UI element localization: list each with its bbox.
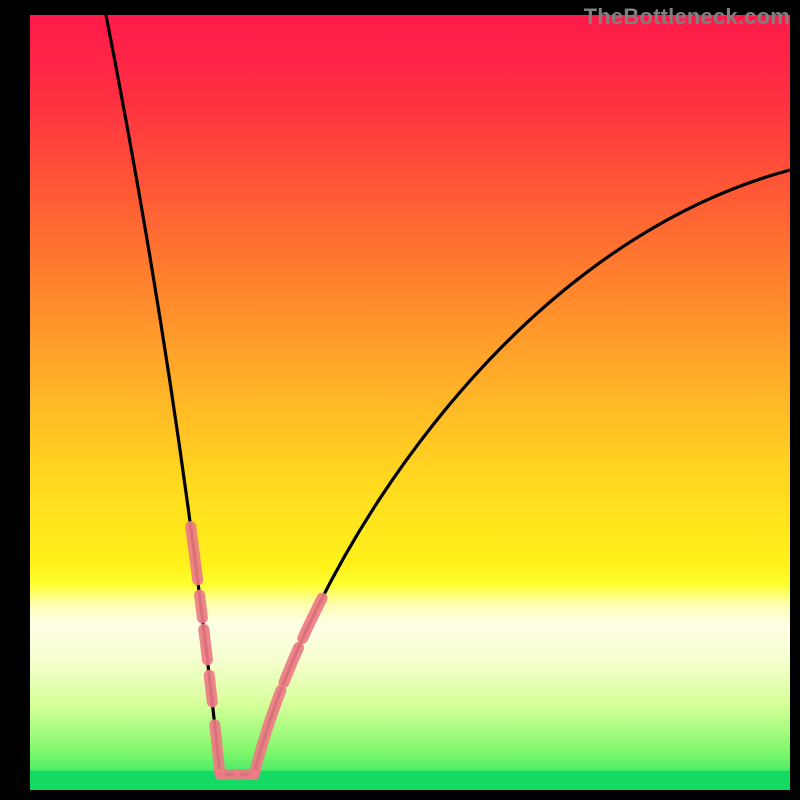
overlay-left-1 xyxy=(200,595,203,618)
gradient-background xyxy=(30,15,790,790)
overlay-left-3 xyxy=(209,675,212,702)
overlay-left-0 xyxy=(191,527,198,580)
watermark-text: TheBottleneck.com xyxy=(584,4,790,30)
overlay-left-4 xyxy=(215,725,220,775)
plot-area xyxy=(30,15,790,790)
chart-svg xyxy=(30,15,790,790)
green-band xyxy=(30,771,790,790)
chart-frame: TheBottleneck.com xyxy=(0,0,800,800)
overlay-left-2 xyxy=(204,629,208,660)
